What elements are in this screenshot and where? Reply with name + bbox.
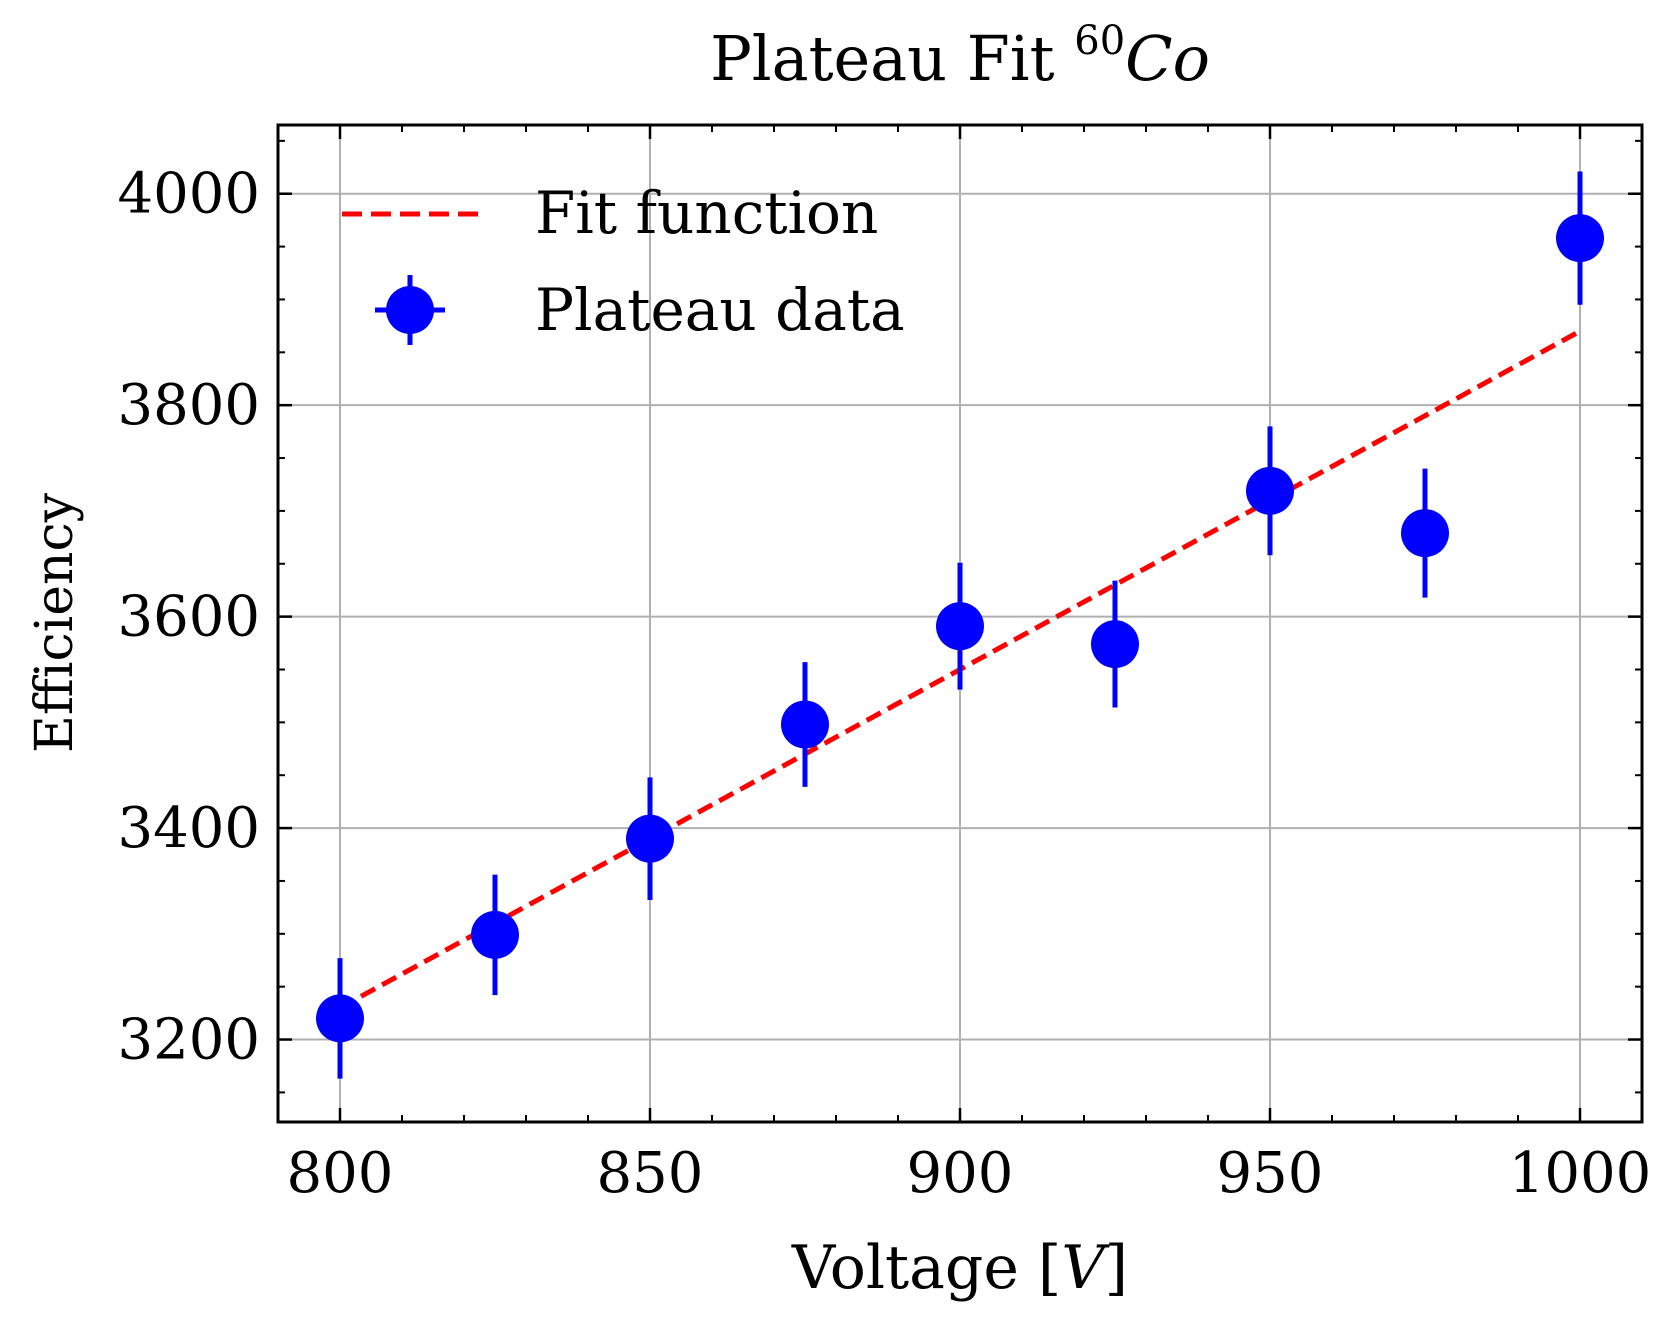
- tick-labels: 800 850 900 950 1000 3200 3400 3600 3800 4000: [117, 162, 1651, 1206]
- data-point: [1246, 466, 1294, 515]
- data-point: [471, 910, 519, 959]
- x-tick-label: 950: [1217, 1141, 1324, 1206]
- data-point: [1091, 620, 1139, 669]
- data-point: [781, 700, 829, 749]
- y-tick-label: 4000: [117, 162, 260, 227]
- chart-title: Plateau Fit 60Co: [710, 18, 1210, 95]
- x-tick-label: 1000: [1509, 1141, 1652, 1206]
- data-point: [1556, 214, 1604, 263]
- data-point: [1401, 509, 1449, 558]
- legend-fit-label: Fit function: [535, 179, 878, 247]
- y-tick-label: 3800: [117, 373, 260, 438]
- legend-data-label: Plateau data: [535, 276, 905, 344]
- data-point: [936, 602, 984, 651]
- data-points-layer: [316, 171, 1604, 1079]
- x-axis-label: Voltage [V]: [791, 1233, 1128, 1303]
- grid: [278, 125, 1642, 1122]
- data-point: [316, 994, 364, 1043]
- data-point: [626, 814, 674, 863]
- x-tick-label: 850: [597, 1141, 704, 1206]
- y-tick-label: 3400: [117, 796, 260, 861]
- y-axis-label: Efficiency: [25, 492, 85, 753]
- x-tick-label: 900: [907, 1141, 1014, 1206]
- y-tick-label: 3200: [117, 1008, 260, 1073]
- legend: Fit function Plateau data: [342, 179, 905, 345]
- ticks: [278, 125, 1643, 1122]
- x-tick-label: 800: [287, 1141, 394, 1206]
- y-tick-label: 3600: [117, 585, 260, 650]
- legend-data-swatch-marker: [386, 286, 434, 334]
